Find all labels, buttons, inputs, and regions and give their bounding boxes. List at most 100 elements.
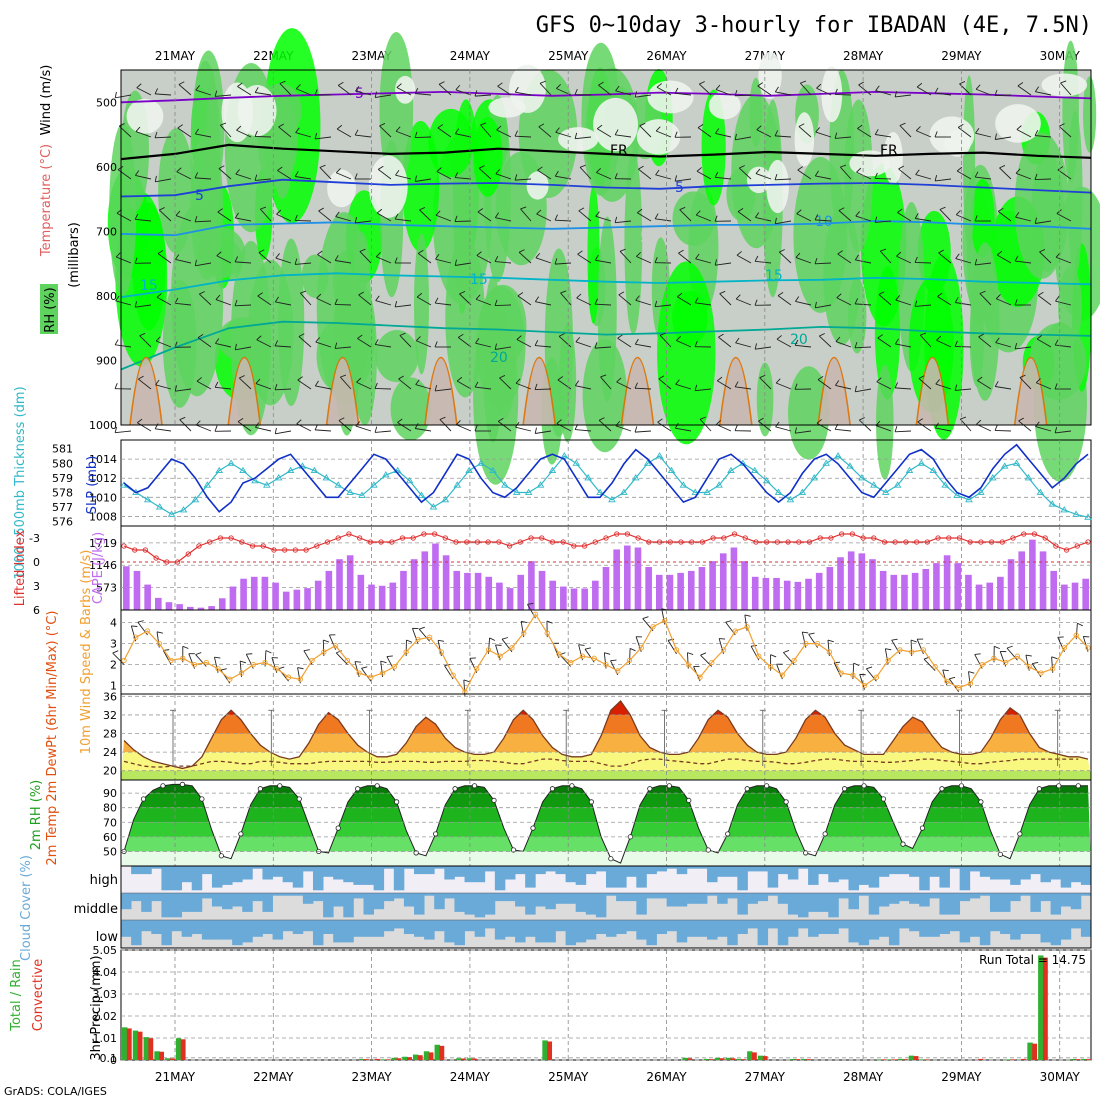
cloud-cover-cell [1040,920,1051,943]
cloud-cover-cell [606,866,617,888]
wind-barb [276,213,292,222]
wind-barb-flag [816,419,822,424]
cloud-cover-cell [444,893,455,899]
wind-barb-flag [335,211,340,217]
rh-region [1083,76,1097,153]
wind-barb [535,345,552,348]
wind-barb [275,430,292,435]
wind-barb [259,208,272,222]
wind-barb-flag [954,340,958,347]
cape-bar [666,574,674,610]
wind-barb [796,213,812,222]
cloud-cover-cell [262,920,273,934]
wind-barb [339,376,352,390]
wind-barb-flag [978,333,985,338]
li-point [785,539,791,545]
cape-bar [634,547,642,610]
cloud-cover-cell [161,866,172,891]
cloud-cover-cell [393,893,405,899]
wind-barb [195,262,212,267]
wind-barb-flag [435,253,440,260]
wind-point [932,664,938,670]
surface-wind-barb [1082,636,1089,652]
temp-tick-label: 20 [103,765,117,778]
precip-tick-label: 4.04 [93,966,118,979]
wind-barb-flag [297,376,303,381]
wind-barb-flag [635,295,640,301]
wind-barb [497,85,512,96]
precip-conv-bar [719,1058,725,1060]
cloud-cover-cell [848,866,860,891]
warm-surface-contour [227,356,262,426]
wind-barb [456,380,472,390]
cape-bar [986,582,994,610]
wind-barb-flag [294,258,298,265]
wind-barb-flag [374,426,378,433]
cloud-cover-cell [969,920,981,937]
surface-wind-barb [437,640,442,657]
cloud-cover-cell [777,920,789,946]
rh-dry-region [327,169,356,208]
wind-barb [215,94,232,97]
wind-barb-flag [1034,130,1039,136]
cape-bar [741,561,748,610]
rh-point [452,786,458,792]
wind-barb [377,169,392,180]
wind-barb [376,212,392,222]
wind-barb [919,334,932,348]
wind-barb-flag [917,418,923,423]
cloud-cover-cell [1030,920,1041,934]
precip-conv-bar [428,1052,434,1060]
wind-barb [878,294,892,306]
wind-barb-flag [954,297,959,303]
wind-barb [475,386,492,390]
cape-bar [432,543,439,610]
wind-barb [298,336,312,348]
wind-barb-flag [375,252,381,258]
wind-point [450,672,456,678]
wind-point [285,674,292,680]
thickness-point [572,459,581,466]
thickness-point [1012,459,1021,466]
cloud-cover-cell [666,893,678,907]
wind-barb [475,298,492,306]
cape-bar [954,563,962,610]
wind-barb-flag [436,167,442,172]
wind-barb [137,422,152,432]
cloud-cover-cell [757,866,769,872]
cloud-cover-cell [899,920,910,929]
thickness-point [179,506,188,513]
cloud-cover-cell [353,920,364,937]
cape-bar [282,591,290,610]
rh-dry-region [995,104,1041,143]
thickness-point [251,476,259,484]
cloud-cover-cell [454,866,465,877]
cloud-cover-cell [969,893,981,899]
cloud-cover-cell [585,893,597,915]
wind-barb [655,174,672,180]
cloud-cover-cell [262,866,273,880]
run-total-label: Run Total = 14.75 [979,953,1086,967]
li-point [699,539,706,545]
rh-region [132,202,166,331]
cloud-cover-cell [272,920,284,940]
wind-barb [718,336,732,348]
wind-barb-flag [814,301,817,308]
wind-barb-flag [514,174,518,181]
li-point [164,559,170,565]
rh-point [900,841,906,847]
wind-point [1061,645,1068,651]
wind-barb-flag [314,380,319,387]
wind-barb [875,134,892,138]
cloud-cover-cell [828,893,839,918]
wind-barb-flag [999,164,1006,169]
rh-dry-region [593,97,638,152]
rh-dry-region [883,132,903,185]
wind-barb-flag [274,427,277,434]
cloud-cover-cell [121,893,132,910]
cape-bar [922,568,930,610]
wind-point [1050,666,1056,672]
thickness-point [417,491,426,498]
wind-barb [435,214,452,222]
